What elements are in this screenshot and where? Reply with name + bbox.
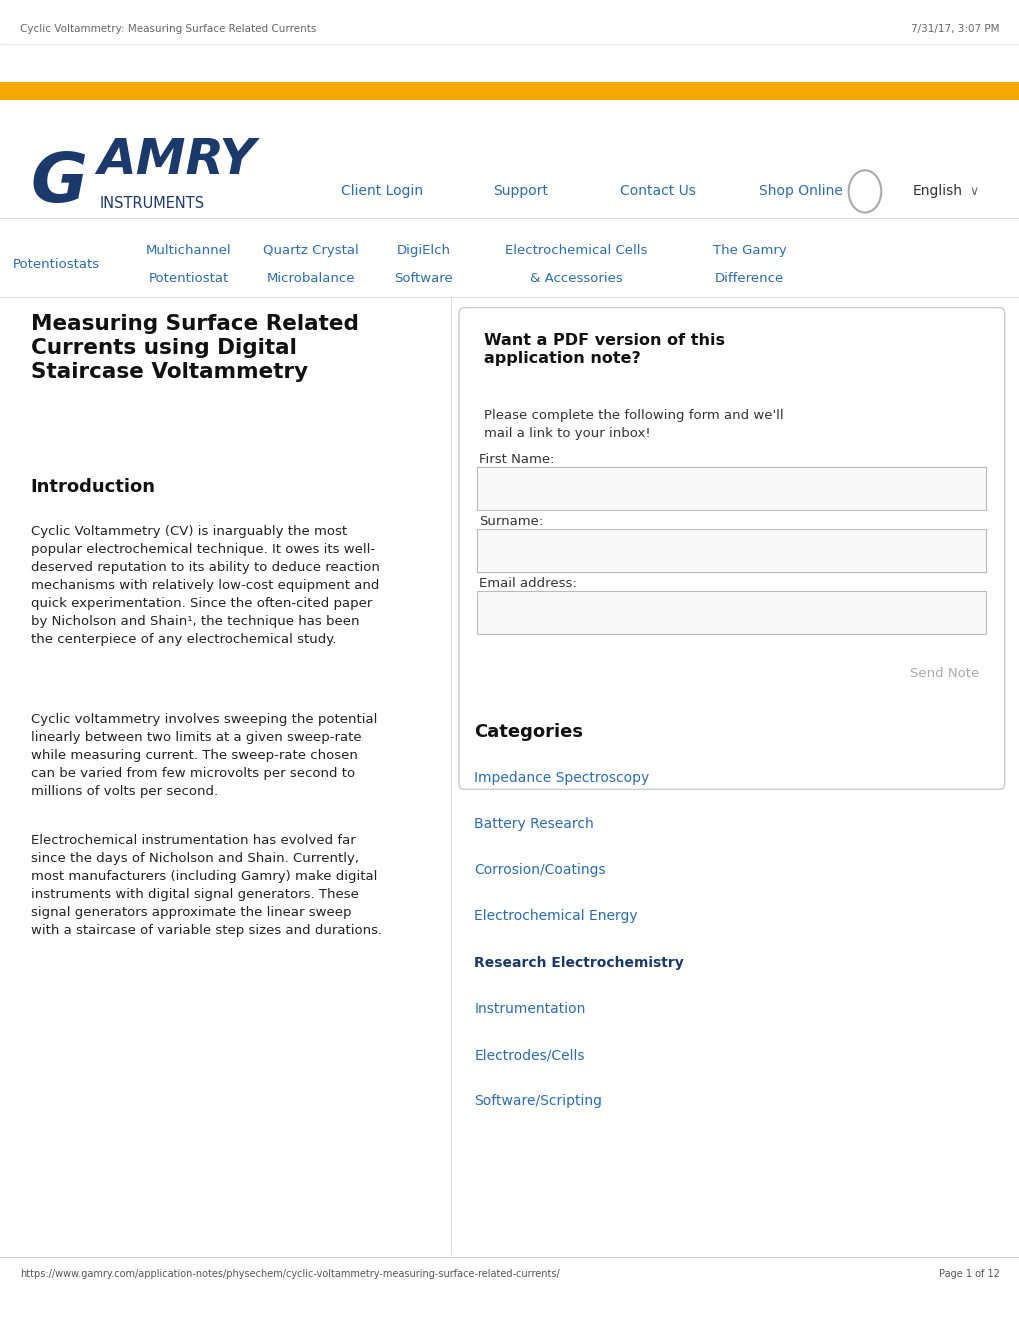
Text: G: G	[31, 149, 88, 215]
Text: Surname:: Surname:	[479, 515, 543, 528]
Text: First Name:: First Name:	[479, 453, 554, 466]
Text: Impedance Spectroscopy: Impedance Spectroscopy	[474, 771, 649, 785]
FancyBboxPatch shape	[459, 308, 1004, 789]
Text: Electrochemical instrumentation has evolved far
since the days of Nicholson and : Electrochemical instrumentation has evol…	[31, 834, 381, 937]
Text: Potentiostat: Potentiostat	[149, 272, 228, 285]
Text: Instrumentation: Instrumentation	[474, 1002, 585, 1016]
Text: Introduction: Introduction	[31, 478, 156, 496]
Text: Categories: Categories	[474, 723, 583, 742]
Text: Send Note: Send Note	[909, 667, 978, 680]
Text: Client Login: Client Login	[341, 185, 423, 198]
Text: Measuring Surface Related
Currents using Digital
Staircase Voltammetry: Measuring Surface Related Currents using…	[31, 314, 358, 383]
FancyBboxPatch shape	[477, 467, 985, 510]
Text: Please complete the following form and we'll
mail a link to your inbox!: Please complete the following form and w…	[484, 409, 784, 440]
Text: Microbalance: Microbalance	[267, 272, 355, 285]
Text: Potentiostats: Potentiostats	[12, 257, 100, 271]
Text: Research Electrochemistry: Research Electrochemistry	[474, 956, 684, 970]
Text: Support: Support	[492, 185, 547, 198]
Text: & Accessories: & Accessories	[530, 272, 622, 285]
Text: Page 1 of 12: Page 1 of 12	[937, 1269, 999, 1279]
Text: Quartz Crystal: Quartz Crystal	[263, 244, 359, 257]
Text: Electrochemical Energy: Electrochemical Energy	[474, 909, 637, 924]
Text: Email address:: Email address:	[479, 577, 577, 590]
Text: 7/31/17, 3:07 PM: 7/31/17, 3:07 PM	[910, 24, 999, 34]
Text: Cyclic voltammetry involves sweeping the potential
linearly between two limits a: Cyclic voltammetry involves sweeping the…	[31, 713, 377, 797]
Text: English: English	[912, 185, 962, 198]
Text: ∨: ∨	[969, 185, 977, 198]
Text: AMRY: AMRY	[97, 136, 256, 183]
Text: INSTRUMENTS: INSTRUMENTS	[100, 195, 205, 211]
Text: Cyclic Voltammetry: Measuring Surface Related Currents: Cyclic Voltammetry: Measuring Surface Re…	[20, 24, 317, 34]
FancyBboxPatch shape	[477, 591, 985, 634]
Text: Multichannel: Multichannel	[146, 244, 231, 257]
Text: Software: Software	[393, 272, 452, 285]
Text: https://www.gamry.com/application-notes/physechem/cyclic-voltammetry-measuring-s: https://www.gamry.com/application-notes/…	[20, 1269, 559, 1279]
Text: Electrodes/Cells: Electrodes/Cells	[474, 1048, 584, 1063]
Text: Difference: Difference	[714, 272, 784, 285]
Bar	[0, 82, 1019, 100]
Text: Contact Us: Contact Us	[620, 185, 695, 198]
Text: Software/Scripting: Software/Scripting	[474, 1094, 601, 1109]
Text: Electrochemical Cells: Electrochemical Cells	[504, 244, 647, 257]
Text: The Gamry: The Gamry	[712, 244, 786, 257]
Text: Battery Research: Battery Research	[474, 817, 593, 832]
Text: Want a PDF version of this
application note?: Want a PDF version of this application n…	[484, 333, 725, 366]
Text: DigiElch: DigiElch	[396, 244, 449, 257]
Text: Corrosion/Coatings: Corrosion/Coatings	[474, 863, 605, 878]
Text: Shop Online: Shop Online	[758, 185, 842, 198]
FancyBboxPatch shape	[477, 529, 985, 572]
Text: Cyclic Voltammetry (CV) is inarguably the most
popular electrochemical technique: Cyclic Voltammetry (CV) is inarguably th…	[31, 525, 379, 647]
